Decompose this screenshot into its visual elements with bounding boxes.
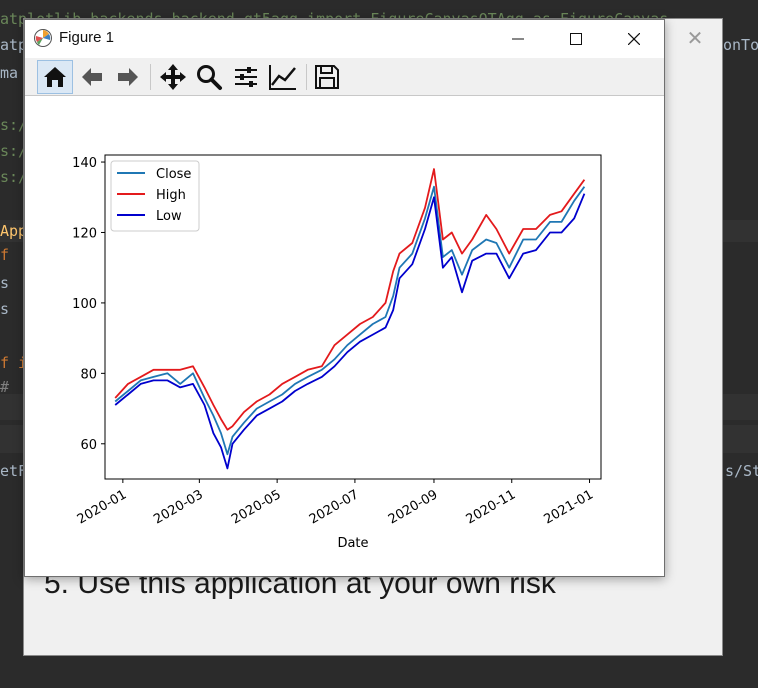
code-line: s:/ bbox=[0, 142, 28, 160]
figure-window: Figure 1 bbox=[24, 19, 665, 577]
y-tick-label: 80 bbox=[80, 367, 97, 382]
legend: Close High Low bbox=[110, 160, 200, 232]
toolbar-separator bbox=[306, 64, 307, 90]
chart-line-icon bbox=[269, 65, 296, 90]
code-line: ma bbox=[0, 64, 19, 82]
plot-lines bbox=[114, 168, 586, 470]
minimize-icon bbox=[512, 38, 524, 40]
y-axis: 60 80 100 120 140 bbox=[72, 156, 105, 453]
background-dialog-close-icon[interactable]: ✕ bbox=[686, 26, 704, 50]
legend-label-close: Close bbox=[156, 167, 191, 182]
close-button[interactable] bbox=[611, 20, 657, 58]
maximize-icon bbox=[570, 33, 582, 45]
code-line: f i bbox=[0, 354, 28, 372]
series-line-close bbox=[114, 185, 586, 456]
code-line: etF bbox=[0, 462, 28, 480]
arrow-left-icon bbox=[82, 68, 102, 86]
x-tick-label: 2021-01 bbox=[541, 487, 596, 527]
code-line: s bbox=[0, 274, 10, 292]
y-tick-label: 100 bbox=[72, 297, 97, 312]
x-tick-label: 2020-03 bbox=[151, 487, 206, 527]
magnifier-icon bbox=[197, 65, 222, 90]
move-icon bbox=[160, 64, 186, 90]
legend-label-low: Low bbox=[156, 209, 182, 224]
home-icon bbox=[44, 67, 66, 87]
subplots-button[interactable] bbox=[228, 60, 264, 94]
legend-box bbox=[110, 160, 200, 232]
figure-canvas[interactable]: 60 80 100 120 140 2020-01 2020-03 2020-05 2020-… bbox=[25, 97, 664, 576]
code-line: # bbox=[0, 378, 10, 396]
code-line: f bbox=[0, 246, 10, 264]
x-axis-label: Date bbox=[337, 536, 368, 551]
y-tick-label: 140 bbox=[72, 156, 97, 171]
code-line: s bbox=[0, 300, 10, 318]
sliders-icon bbox=[235, 67, 257, 87]
minimize-button[interactable] bbox=[495, 20, 541, 58]
x-tick-label: 2020-07 bbox=[307, 487, 362, 527]
toolbar-separator bbox=[150, 64, 151, 90]
legend-label-high: High bbox=[156, 188, 186, 203]
y-tick-label: 60 bbox=[80, 438, 97, 453]
floppy-icon bbox=[315, 65, 339, 89]
forward-button[interactable] bbox=[110, 60, 146, 94]
code-line: s:/ bbox=[0, 116, 28, 134]
code-line: onTo bbox=[723, 36, 758, 54]
code-line: s:/ bbox=[0, 168, 28, 186]
y-tick-label: 120 bbox=[72, 226, 97, 241]
x-tick-label: 2020-09 bbox=[386, 487, 441, 527]
title-bar[interactable]: Figure 1 bbox=[25, 20, 664, 58]
home-button[interactable] bbox=[37, 60, 73, 94]
x-tick-label: 2020-11 bbox=[464, 487, 519, 527]
maximize-button[interactable] bbox=[553, 20, 599, 58]
back-button[interactable] bbox=[74, 60, 110, 94]
close-icon bbox=[628, 33, 640, 45]
matplotlib-logo-icon bbox=[34, 29, 52, 47]
zoom-button[interactable] bbox=[191, 60, 227, 94]
axes-frame bbox=[104, 154, 602, 480]
window-title: Figure 1 bbox=[59, 29, 115, 46]
x-tick-label: 2020-01 bbox=[75, 487, 130, 527]
save-button[interactable] bbox=[309, 60, 345, 94]
navigation-toolbar bbox=[25, 58, 664, 96]
pan-button[interactable] bbox=[155, 60, 191, 94]
edit-axes-button[interactable] bbox=[265, 60, 301, 94]
series-line-high bbox=[114, 168, 586, 431]
x-tick-label: 2020-05 bbox=[229, 487, 284, 527]
code-line: s/St bbox=[725, 462, 758, 480]
x-axis: 2020-01 2020-03 2020-05 2020-07 2020-09 2020-… bbox=[75, 479, 596, 527]
series-line-low bbox=[114, 193, 586, 470]
arrow-right-icon bbox=[118, 68, 138, 86]
code-line: App bbox=[0, 222, 28, 240]
